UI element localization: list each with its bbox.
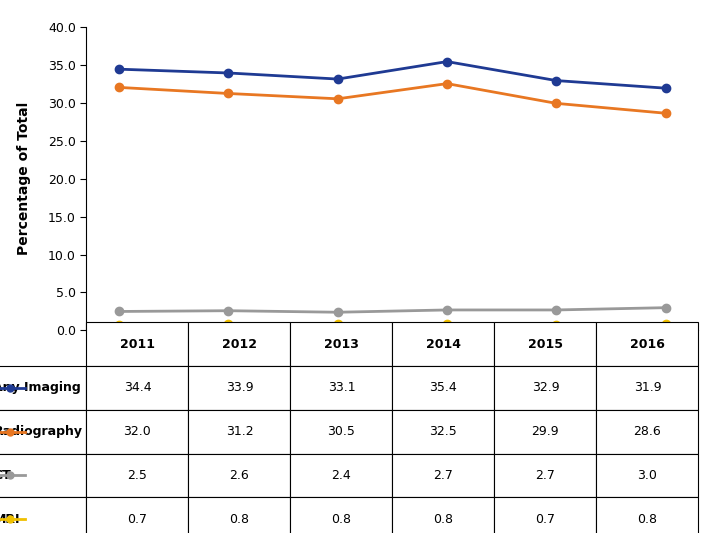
Y-axis label: Percentage of Total: Percentage of Total xyxy=(17,102,32,255)
